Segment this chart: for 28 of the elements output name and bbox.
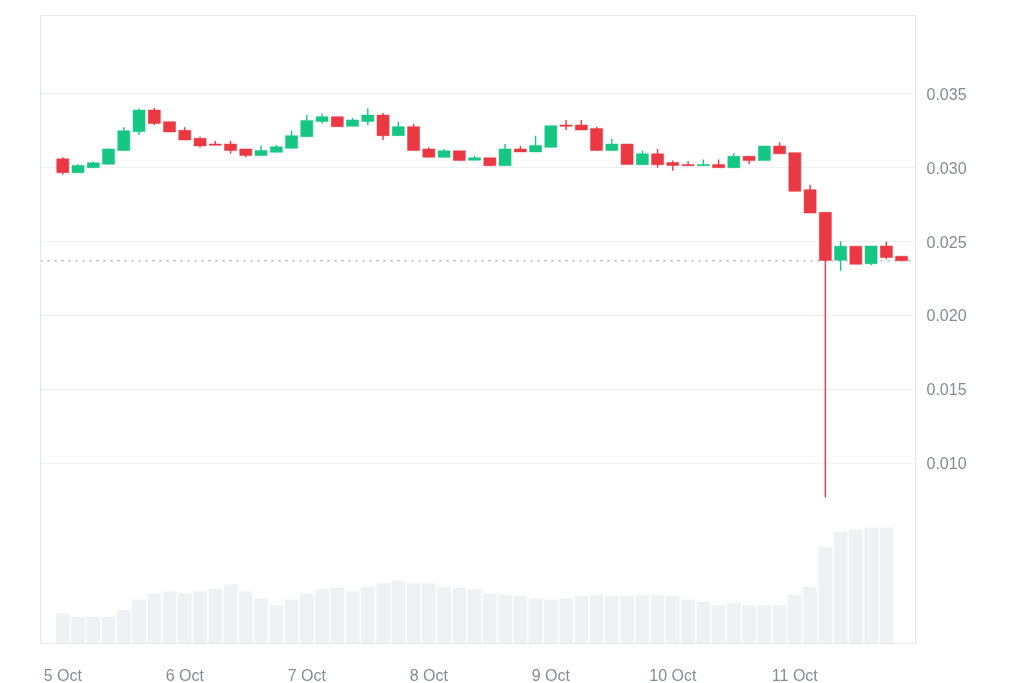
y-tick-label: 0.015 — [926, 381, 967, 399]
x-tick-label: 9 Oct — [531, 666, 571, 683]
x-tick-label: 10 Oct — [649, 666, 697, 683]
candlestick — [864, 245, 878, 266]
x-tick-label: 7 Oct — [287, 666, 327, 683]
y-tick-label: 0.025 — [926, 233, 967, 251]
x-tick-label: 11 Oct — [771, 666, 819, 683]
candlestick — [834, 240, 847, 272]
x-tick-label: 6 Oct — [165, 666, 205, 683]
candlestick — [651, 148, 664, 169]
y-tick-label: 0.020 — [926, 307, 967, 325]
candlestick — [117, 126, 131, 152]
x-tick-label: 8 Oct — [409, 666, 449, 683]
candlestick — [376, 112, 390, 141]
candlestick — [559, 119, 573, 131]
candlestick — [407, 123, 420, 152]
candlestick — [590, 125, 603, 152]
candlestick — [132, 107, 146, 136]
y-tick-label: 0.010 — [926, 455, 967, 473]
candlestick — [544, 125, 558, 149]
candlestick — [620, 143, 634, 166]
x-tick-label: 5 Oct — [43, 666, 83, 683]
candlestick — [498, 143, 512, 167]
y-tick-label: 0.035 — [926, 85, 967, 103]
candlestick — [681, 160, 695, 167]
candlestick — [849, 245, 863, 265]
candlestick — [300, 114, 314, 138]
y-tick-label: 0.030 — [926, 159, 967, 177]
